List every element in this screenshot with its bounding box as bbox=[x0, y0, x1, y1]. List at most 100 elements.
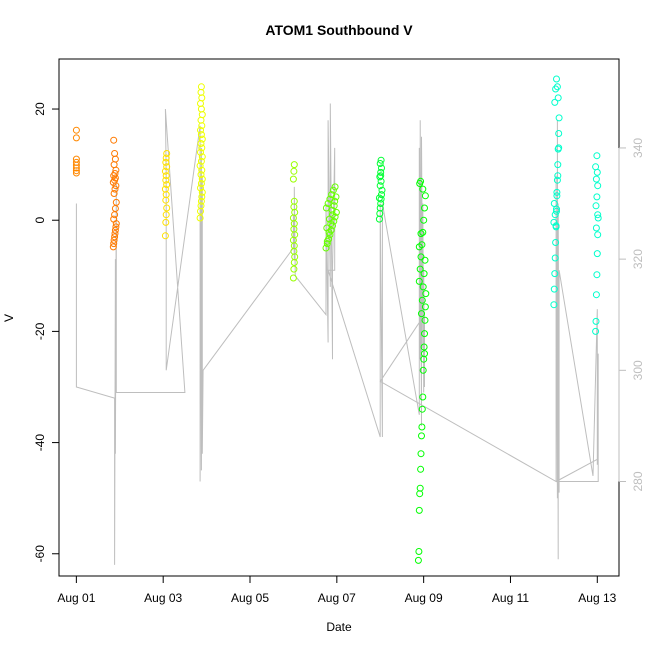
data-point bbox=[417, 465, 425, 473]
data-point bbox=[593, 271, 601, 279]
data-point bbox=[551, 254, 559, 262]
data-point bbox=[109, 243, 117, 251]
y2-tick-label: 340 bbox=[631, 138, 645, 158]
data-point bbox=[72, 134, 80, 142]
data-point bbox=[553, 83, 561, 91]
data-point bbox=[421, 330, 428, 338]
data-point bbox=[163, 181, 171, 189]
x-tick-label: Aug 03 bbox=[144, 591, 182, 605]
chart-title: ATOM1 Southbound V bbox=[265, 22, 413, 38]
data-point bbox=[419, 283, 427, 291]
data-point bbox=[197, 131, 205, 139]
x-tick-label: Aug 09 bbox=[405, 591, 443, 605]
data-point bbox=[592, 163, 600, 171]
data-point bbox=[592, 327, 600, 335]
data-point bbox=[322, 244, 330, 252]
data-point bbox=[323, 224, 331, 232]
data-point bbox=[376, 173, 384, 181]
data-point bbox=[553, 205, 560, 213]
data-point bbox=[420, 343, 428, 351]
data-point bbox=[592, 202, 600, 210]
data-point bbox=[162, 172, 170, 180]
data-point bbox=[112, 198, 120, 206]
data-point bbox=[594, 182, 602, 190]
y2-tick-label: 320 bbox=[631, 249, 645, 269]
data-point bbox=[110, 240, 118, 248]
data-point bbox=[418, 310, 425, 318]
data-point bbox=[197, 126, 204, 134]
data-point bbox=[198, 175, 206, 183]
data-point bbox=[110, 215, 118, 223]
data-point bbox=[415, 277, 423, 285]
data-point bbox=[161, 232, 169, 240]
data-point bbox=[418, 432, 425, 440]
data-point bbox=[552, 85, 560, 93]
data-point bbox=[551, 98, 559, 106]
data-point bbox=[198, 135, 206, 143]
data-point bbox=[376, 182, 384, 190]
data-point bbox=[421, 350, 428, 358]
data-point bbox=[419, 185, 427, 193]
data-point bbox=[421, 316, 429, 324]
data-point bbox=[420, 216, 428, 224]
y2-tick-label: 300 bbox=[631, 360, 645, 380]
data-point bbox=[197, 171, 205, 179]
data-point bbox=[592, 175, 600, 183]
data-point bbox=[161, 185, 169, 193]
data-point bbox=[110, 136, 118, 144]
data-point bbox=[377, 168, 385, 176]
data-point bbox=[555, 144, 563, 152]
data-point bbox=[162, 158, 170, 166]
data-point bbox=[376, 160, 384, 167]
data-point bbox=[325, 228, 333, 236]
data-point bbox=[111, 230, 119, 238]
data-point bbox=[331, 183, 339, 191]
data-point bbox=[417, 450, 425, 458]
x-axis-label: Date bbox=[326, 620, 352, 634]
data-point bbox=[377, 156, 385, 164]
data-point bbox=[196, 214, 204, 222]
data-point bbox=[418, 405, 426, 413]
data-point bbox=[421, 192, 429, 200]
data-point bbox=[325, 215, 333, 223]
data-point bbox=[592, 291, 600, 299]
data-point bbox=[378, 186, 386, 194]
data-point bbox=[415, 506, 423, 514]
data-point bbox=[162, 154, 170, 162]
y-tick-label: -60 bbox=[33, 545, 47, 563]
data-point bbox=[327, 226, 335, 234]
data-point bbox=[111, 185, 119, 193]
data-point bbox=[553, 192, 561, 200]
data-point bbox=[553, 75, 560, 83]
data-point bbox=[593, 152, 601, 160]
secondary-line-layer bbox=[75, 103, 599, 565]
data-point bbox=[162, 176, 170, 184]
x-tick-label: Aug 07 bbox=[318, 591, 356, 605]
data-point bbox=[110, 190, 118, 197]
data-point bbox=[555, 130, 563, 137]
data-point bbox=[419, 228, 427, 236]
data-point bbox=[421, 256, 429, 264]
data-point bbox=[198, 153, 206, 161]
data-point bbox=[290, 161, 298, 169]
y-axis-label: V bbox=[2, 314, 16, 322]
data-point bbox=[72, 164, 80, 172]
data-point bbox=[417, 230, 425, 238]
data-point bbox=[418, 296, 426, 304]
y-tick-label: 20 bbox=[33, 102, 47, 116]
data-point bbox=[323, 240, 331, 248]
data-point bbox=[415, 548, 423, 555]
data-point bbox=[197, 197, 205, 205]
data-point bbox=[163, 150, 171, 157]
data-point bbox=[198, 166, 206, 174]
y-tick-label: -40 bbox=[33, 434, 47, 452]
data-point bbox=[551, 270, 559, 278]
data-point bbox=[420, 270, 428, 278]
data-point bbox=[553, 207, 560, 215]
data-point bbox=[550, 301, 558, 309]
data-point bbox=[415, 243, 423, 251]
data-point bbox=[594, 211, 602, 219]
data-point bbox=[290, 197, 298, 205]
